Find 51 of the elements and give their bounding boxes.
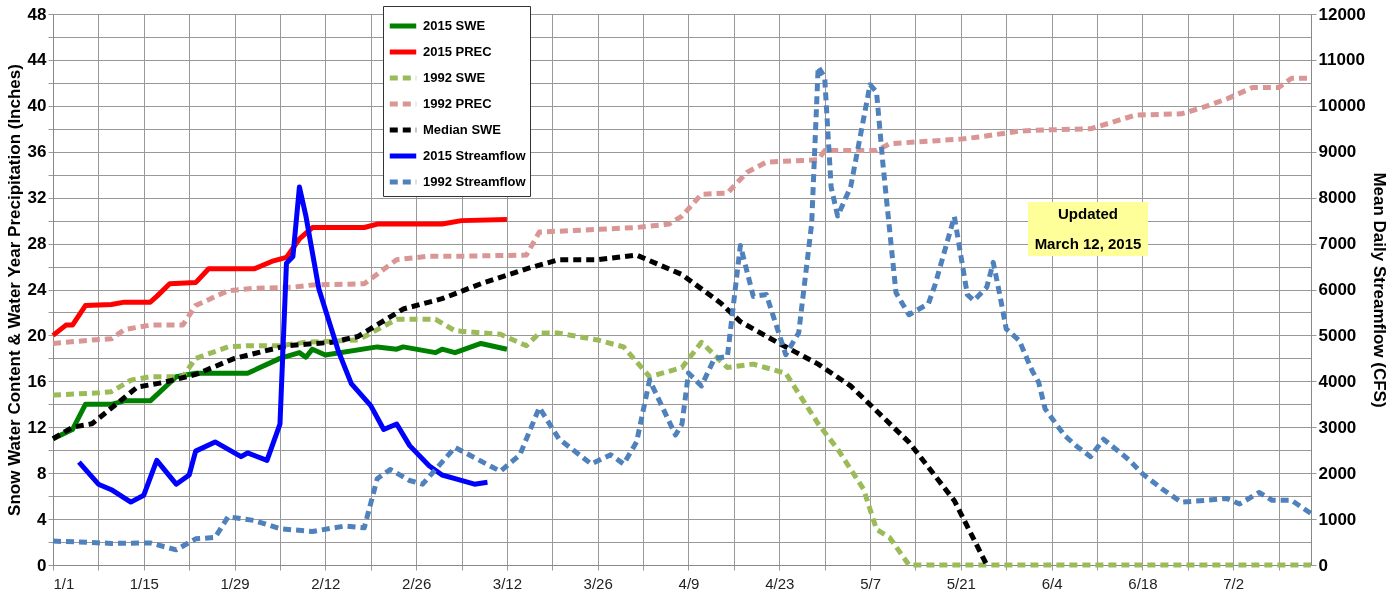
y2-tick-label: 8000 <box>1318 188 1357 208</box>
y-tick-label: 20 <box>27 325 47 345</box>
x-tick-label: 2/12 <box>311 574 341 592</box>
x-tick-label: 3/12 <box>492 574 523 592</box>
x-tick-label: 2/26 <box>402 574 432 592</box>
x-tick-label: 7/2 <box>1223 574 1245 592</box>
y2-tick-label: 4000 <box>1318 371 1357 391</box>
x-tick-label: 1/15 <box>129 574 159 592</box>
x-tick-label: 5/21 <box>946 574 976 592</box>
legend-label: 2015 Streamflow <box>423 148 527 163</box>
x-tick-label: 6/18 <box>1128 574 1158 592</box>
y-tick-label: 0 <box>37 555 47 575</box>
x-tick-label: 1/1 <box>53 574 75 592</box>
y-tick-label: 24 <box>27 280 48 299</box>
legend-label: Median SWE <box>423 122 502 137</box>
y-tick-label: 4 <box>37 509 48 529</box>
y-axis-title: Snow Water Content & Water Year Precipitation (Inches) <box>4 64 24 516</box>
legend-label: 2015 PREC <box>423 44 493 59</box>
x-tick-label: 4/23 <box>765 574 795 592</box>
legend-label: 1992 PREC <box>423 96 493 111</box>
y-tick-label: 8 <box>37 463 47 483</box>
legend-label: 1992 Streamflow <box>423 174 527 189</box>
y2-tick-label: 11000 <box>1318 50 1365 70</box>
y-tick-label: 48 <box>27 4 47 24</box>
y2-tick-label: 3000 <box>1318 417 1357 437</box>
y-tick-label: 44 <box>27 50 48 70</box>
legend-label: 2015 SWE <box>423 18 486 33</box>
y2-axis-title: Mean Daily Streamflow (CFS) <box>1369 172 1389 408</box>
y-tick-label: 32 <box>27 188 47 208</box>
y2-tick-label: 5000 <box>1318 325 1357 345</box>
annotation: March 12, 2015 <box>1034 235 1142 252</box>
y2-tick-label: 9000 <box>1318 142 1357 162</box>
x-tick-label: 6/4 <box>1041 574 1063 592</box>
x-tick-label: 3/26 <box>583 574 613 592</box>
y-tick-label: 28 <box>27 234 47 254</box>
y2-tick-label: 6000 <box>1318 280 1357 299</box>
y2-tick-label: 0 <box>1318 555 1328 575</box>
y2-tick-label: 10000 <box>1318 96 1366 116</box>
y2-tick-label: 12000 <box>1318 4 1366 24</box>
y-tick-label: 36 <box>27 142 47 162</box>
y2-tick-label: 1000 <box>1318 509 1357 529</box>
annotation: Updated <box>1058 205 1118 222</box>
y-tick-label: 12 <box>27 417 47 437</box>
y-tick-label: 16 <box>27 371 47 391</box>
x-tick-label: 4/9 <box>678 574 700 592</box>
y2-tick-label: 2000 <box>1318 463 1357 483</box>
x-tick-label: 1/29 <box>220 574 250 592</box>
legend-label: 1992 SWE <box>423 70 486 85</box>
y2-tick-label: 7000 <box>1318 234 1357 254</box>
x-tick-label: 5/7 <box>860 574 881 592</box>
y-tick-label: 40 <box>27 96 47 116</box>
